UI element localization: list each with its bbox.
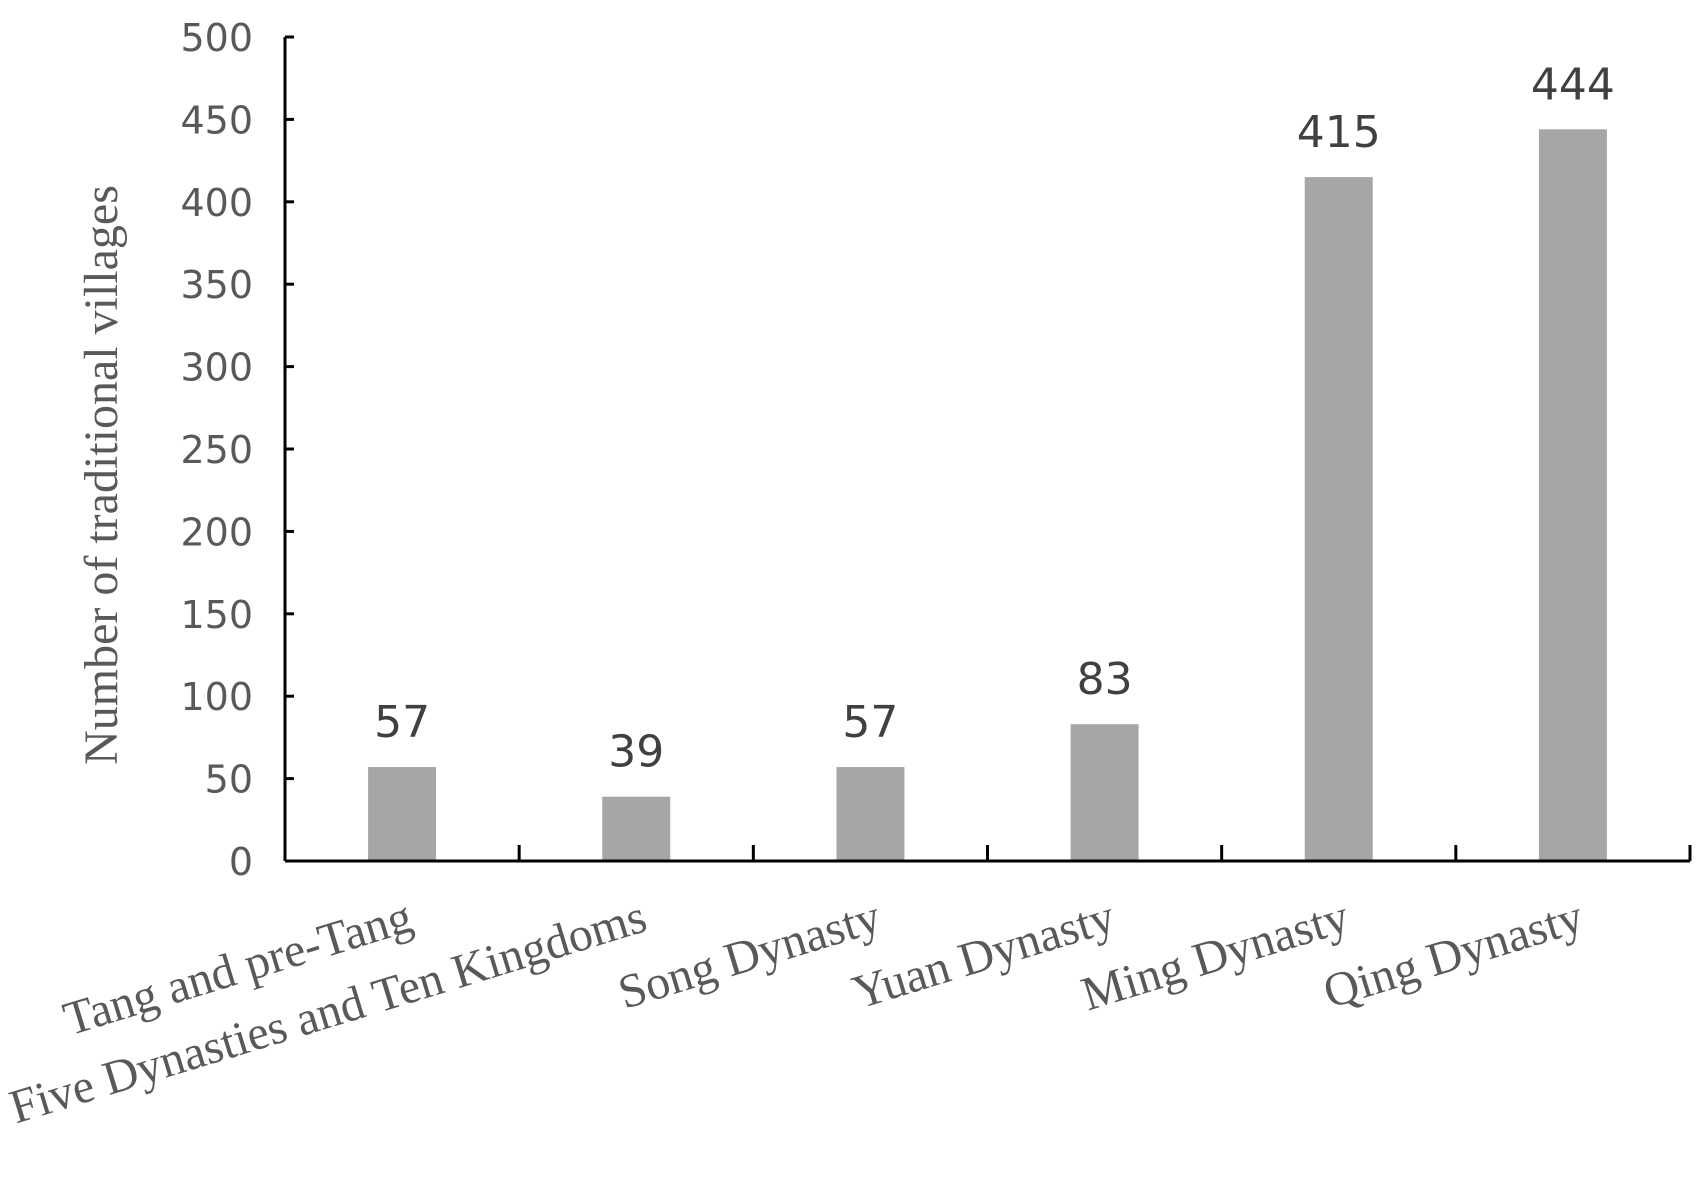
x-tick-label: Ming Dynasty [1076, 890, 1355, 1021]
y-tick-label: 0 [229, 840, 253, 884]
bar [602, 796, 671, 861]
bar [368, 767, 437, 861]
bar [1304, 177, 1373, 861]
bar [836, 767, 905, 861]
y-axis-ticks: 0 50 100 150 200 250 300 350 400 450 500 [180, 16, 294, 884]
y-tick-label: 400 [180, 181, 253, 225]
y-tick-label: 150 [180, 593, 253, 637]
x-tick-label: Qing Dynasty [1317, 890, 1589, 1019]
bar [1070, 724, 1139, 861]
y-tick-label: 350 [180, 263, 253, 307]
y-tick-label: 300 [180, 346, 253, 390]
data-label: 39 [608, 727, 664, 778]
y-tick-label: 250 [180, 428, 253, 472]
data-label: 57 [842, 697, 898, 748]
y-axis-label: Number of traditional villages [75, 185, 128, 765]
x-tick-label: Song Dynasty [612, 890, 886, 1020]
y-tick-label: 100 [180, 675, 253, 719]
bars [368, 129, 1607, 862]
y-tick-label: 500 [180, 16, 253, 60]
data-labels: 57 39 57 83 415 444 [374, 59, 1615, 777]
axes [283, 37, 1690, 863]
data-label: 57 [374, 697, 430, 748]
data-label: 83 [1077, 654, 1133, 705]
bar [1538, 129, 1607, 862]
y-tick-label: 200 [180, 510, 253, 554]
y-tick-label: 50 [205, 758, 253, 802]
data-label: 415 [1297, 107, 1381, 158]
y-tick-label: 450 [180, 98, 253, 142]
data-label: 444 [1531, 59, 1615, 110]
x-tick-label: Yuan Dynasty [846, 890, 1120, 1020]
